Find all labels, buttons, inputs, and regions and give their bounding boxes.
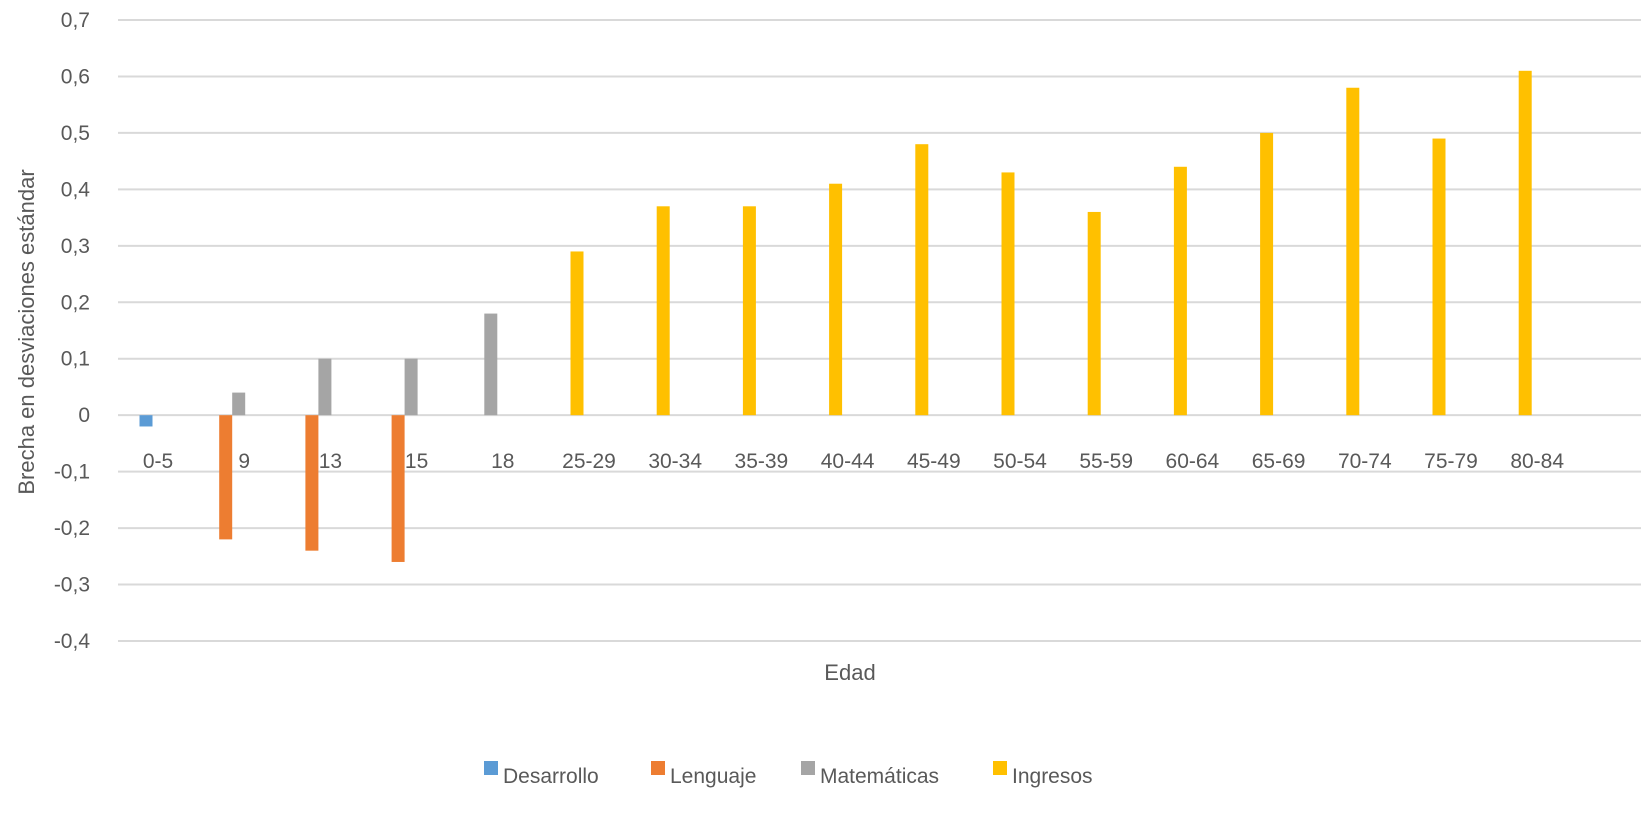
bar-ingresos: [915, 144, 929, 416]
gridlines: [118, 19, 1641, 642]
y-tick-label: 0,2: [61, 291, 90, 314]
y-tick-label: 0,1: [61, 348, 90, 371]
bar-ingresos: [1001, 172, 1015, 416]
bar-matematicas: [318, 358, 332, 416]
legend-label: Lenguaje: [670, 765, 756, 788]
x-tick-label: 9: [238, 450, 250, 473]
y-tick-label: 0,5: [61, 122, 90, 145]
bar-matematicas: [484, 313, 498, 416]
bar-ingresos: [1087, 211, 1101, 416]
x-tick-label: 45-49: [907, 450, 961, 473]
legend-label: Ingresos: [1012, 765, 1093, 788]
x-tick-label: 0-5: [143, 450, 173, 473]
bar-lenguaje: [219, 415, 233, 540]
bar-ingresos: [1260, 132, 1274, 416]
legend-label: Matemáticas: [820, 765, 939, 788]
y-tick-label: 0,7: [61, 9, 90, 32]
x-tick-label: 80-84: [1510, 450, 1564, 473]
y-axis-title: Brecha en desviaciones estándar: [14, 169, 39, 494]
x-tick-label: 70-74: [1338, 450, 1392, 473]
x-tick-label: 55-59: [1079, 450, 1133, 473]
x-tick-label: 50-54: [993, 450, 1047, 473]
y-tick-label: -0,3: [54, 574, 90, 597]
y-tick-label: 0,4: [61, 178, 91, 201]
x-axis-title: Edad: [824, 660, 875, 685]
legend-swatch: [651, 761, 665, 775]
y-tick-label: 0,3: [61, 235, 90, 258]
bar-lenguaje: [305, 415, 319, 551]
y-tick-label: 0,6: [61, 65, 90, 88]
x-tick-label: 30-34: [648, 450, 702, 473]
bar-ingresos: [570, 251, 584, 416]
bar-desarrollo: [139, 415, 153, 427]
y-tick-label: -0,4: [54, 630, 91, 653]
bar-ingresos: [1518, 70, 1532, 416]
legend: Desarrollo Lenguaje Matemáticas Ingresos: [484, 761, 1093, 788]
x-tick-label: 18: [491, 450, 514, 473]
x-tick-label: 35-39: [735, 450, 789, 473]
bar-ingresos: [829, 183, 843, 416]
x-tick-label: 15: [405, 450, 428, 473]
x-tick-label: 13: [319, 450, 342, 473]
bar-ingresos: [656, 206, 670, 416]
x-tick-labels: 0-5 9 13 15 18 25-29 30-34 35-39 40-44 45-49 50-54…: [143, 450, 1565, 473]
x-tick-label: 75-79: [1424, 450, 1478, 473]
bar-lenguaje: [391, 415, 405, 562]
bar-ingresos: [1173, 166, 1187, 416]
legend-swatch: [801, 761, 815, 775]
x-tick-label: 65-69: [1252, 450, 1306, 473]
y-tick-label: -0,1: [54, 461, 90, 484]
bar-ingresos: [742, 206, 756, 416]
bar-ingresos: [1346, 87, 1360, 416]
legend-swatch: [484, 761, 498, 775]
bar-ingresos: [1432, 138, 1446, 416]
legend-swatch: [993, 761, 1007, 775]
bar-matematicas: [232, 392, 246, 416]
x-tick-label: 60-64: [1166, 450, 1220, 473]
x-tick-label: 40-44: [821, 450, 875, 473]
bars: [139, 70, 1532, 562]
y-tick-labels: 0,7 0,6 0,5 0,4 0,3 0,2 0,1 0 -0,1 -0,2 -0,3 -0,4: [54, 9, 91, 653]
legend-label: Desarrollo: [503, 765, 599, 788]
x-tick-label: 25-29: [562, 450, 616, 473]
y-tick-label: -0,2: [54, 517, 90, 540]
y-tick-label: 0: [78, 404, 90, 427]
bar-matematicas: [404, 358, 418, 416]
